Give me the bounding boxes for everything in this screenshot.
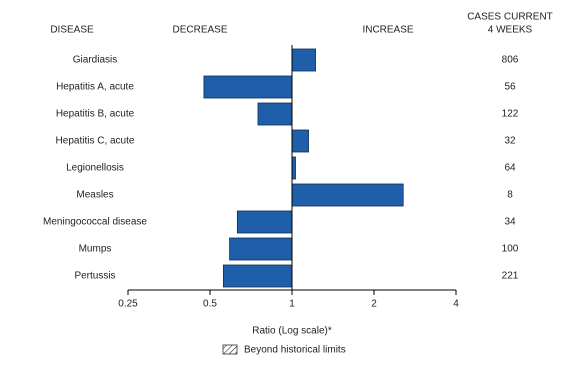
x-axis-label: Ratio (Log scale)* <box>252 326 332 337</box>
x-tick-label: 0.25 <box>118 299 138 310</box>
case-count: 806 <box>502 55 519 66</box>
category-label: Measles <box>76 190 113 201</box>
decrease-header: DECREASE <box>172 25 227 36</box>
x-tick-label: 0.5 <box>203 299 217 310</box>
case-count: 100 <box>502 244 519 255</box>
x-tick-label: 2 <box>371 299 377 310</box>
disease-header: DISEASE <box>50 25 94 36</box>
category-label: Mumps <box>79 244 112 255</box>
case-count: 8 <box>507 190 513 201</box>
bar <box>229 237 293 261</box>
category-label: Hepatitis A, acute <box>56 82 134 93</box>
cases-header: 4 WEEKS <box>488 25 533 36</box>
category-label: Meningococcal disease <box>43 217 147 228</box>
case-count: 56 <box>504 82 516 93</box>
legend-swatch <box>222 344 238 355</box>
category-label: Pertussis <box>74 271 115 282</box>
category-label: Giardiasis <box>73 55 117 66</box>
category-label: Legionellosis <box>66 163 124 174</box>
x-tick-label: 4 <box>453 299 459 310</box>
case-count: 221 <box>502 271 519 282</box>
category-label: Hepatitis C, acute <box>56 136 135 147</box>
bar <box>257 102 293 126</box>
bar <box>291 48 316 72</box>
bar <box>223 264 293 288</box>
bar <box>236 210 293 234</box>
case-count: 122 <box>502 109 519 120</box>
increase-header: INCREASE <box>362 25 413 36</box>
bar <box>291 156 296 180</box>
case-count: 32 <box>504 136 516 147</box>
category-label: Hepatitis B, acute <box>56 109 135 120</box>
bar <box>291 183 404 207</box>
x-tick-label: 1 <box>289 299 295 310</box>
cases-header: CASES CURRENT <box>467 12 553 23</box>
bar <box>291 129 309 153</box>
legend-label: Beyond historical limits <box>244 345 346 356</box>
case-count: 64 <box>504 163 516 174</box>
case-count: 34 <box>504 217 516 228</box>
bar <box>203 75 293 99</box>
